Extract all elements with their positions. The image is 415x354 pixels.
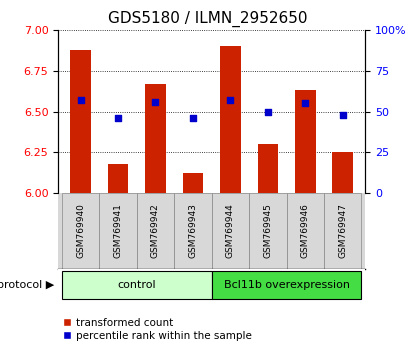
Bar: [295, 90, 315, 193]
Text: control: control: [117, 280, 156, 290]
Bar: [183, 173, 203, 193]
Text: GSM769945: GSM769945: [264, 204, 272, 258]
Text: GSM769941: GSM769941: [114, 204, 122, 258]
Point: [77, 97, 84, 103]
Bar: [212, 193, 249, 269]
Legend: transformed count, percentile rank within the sample: transformed count, percentile rank withi…: [59, 314, 256, 345]
Bar: [220, 46, 241, 193]
Text: GSM769947: GSM769947: [338, 204, 347, 258]
Bar: [137, 193, 174, 269]
Text: GSM769943: GSM769943: [188, 204, 198, 258]
Bar: [212, 271, 361, 299]
Bar: [70, 50, 91, 193]
Bar: [286, 193, 324, 269]
Text: protocol ▶: protocol ▶: [0, 280, 54, 290]
Bar: [108, 164, 128, 193]
Point: [152, 99, 159, 104]
Point: [302, 101, 309, 106]
Bar: [249, 193, 286, 269]
Bar: [174, 193, 212, 269]
Text: GSM769940: GSM769940: [76, 204, 85, 258]
Text: GSM769944: GSM769944: [226, 204, 235, 258]
Text: GDS5180 / ILMN_2952650: GDS5180 / ILMN_2952650: [108, 11, 307, 27]
Text: GSM769942: GSM769942: [151, 204, 160, 258]
Bar: [332, 152, 353, 193]
Point: [339, 112, 346, 118]
Point: [115, 115, 121, 121]
Bar: [62, 193, 99, 269]
Text: GSM769946: GSM769946: [301, 204, 310, 258]
Bar: [99, 193, 137, 269]
Point: [227, 97, 234, 103]
Bar: [145, 84, 166, 193]
Text: Bcl11b overexpression: Bcl11b overexpression: [224, 280, 349, 290]
Bar: [62, 271, 212, 299]
Bar: [258, 144, 278, 193]
Point: [190, 115, 196, 121]
Bar: [324, 193, 361, 269]
Point: [264, 109, 271, 114]
